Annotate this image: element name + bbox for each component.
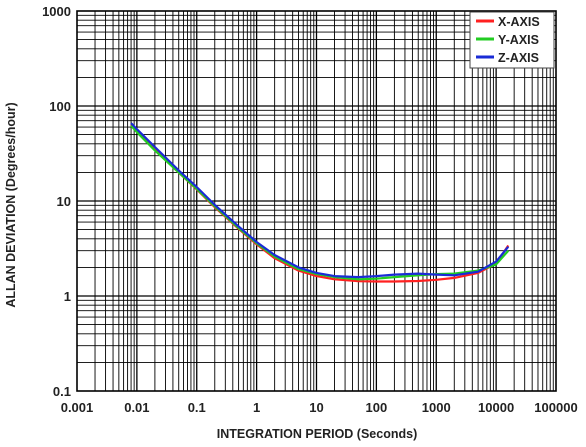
grid (77, 11, 556, 391)
x-axis-title: INTEGRATION PERIOD (Seconds) (217, 427, 417, 441)
y-tick-label: 100 (49, 99, 71, 114)
series-lines (130, 122, 510, 283)
x-tick-label: 0.01 (124, 400, 149, 415)
x-tick-label: 0.001 (61, 400, 94, 415)
legend-label-z-axis: Z-AXIS (498, 51, 539, 65)
legend-label-x-axis: X-AXIS (498, 15, 540, 29)
x-tick-label: 1 (253, 400, 260, 415)
x-tick-label: 10 (309, 400, 323, 415)
x-tick-label: 1000 (422, 400, 451, 415)
legend: X-AXIS Y-AXIS Z-AXIS (469, 11, 555, 69)
y-axis-title: ALLAN DEVIATION (Degrees/hour) (4, 102, 18, 307)
x-tick-labels: 0.001 0.01 0.1 1 10 100 1000 10000 100000 (61, 400, 578, 415)
y-tick-labels: 0.1 1 10 100 1000 (42, 4, 71, 399)
series-line-z-axis (130, 122, 510, 279)
x-tick-label: 100000 (534, 400, 577, 415)
series-line-y-axis (130, 124, 510, 281)
plot-frame (76, 10, 557, 392)
y-tick-label: 0.1 (53, 384, 71, 399)
x-tick-label: 10000 (478, 400, 514, 415)
x-tick-label: 0.1 (188, 400, 206, 415)
y-tick-label: 1 (64, 289, 71, 304)
x-tick-label: 100 (366, 400, 388, 415)
y-tick-label: 10 (57, 194, 71, 209)
legend-label-y-axis: Y-AXIS (498, 33, 539, 47)
y-tick-label: 1000 (42, 4, 71, 19)
